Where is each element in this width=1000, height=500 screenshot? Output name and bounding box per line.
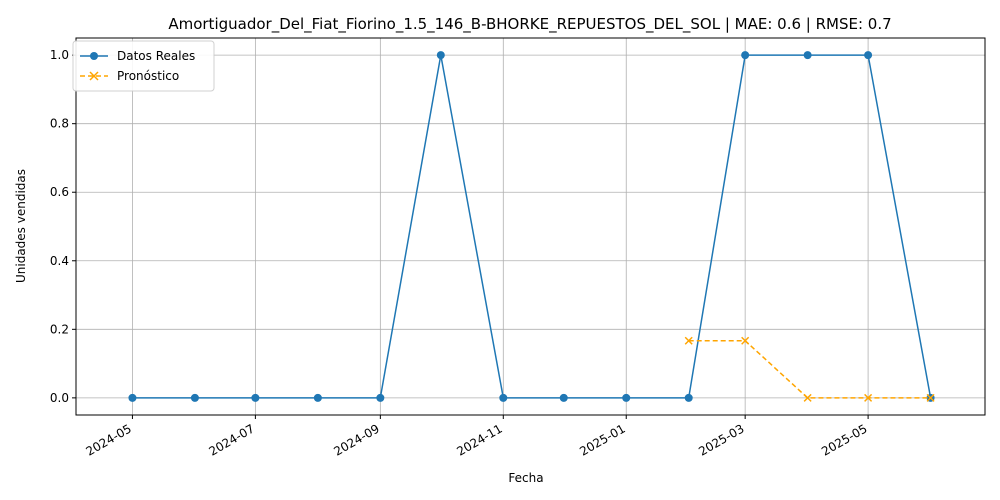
legend-label-pronostico: Pronóstico: [117, 69, 179, 83]
legend-marker-datos-reales: [90, 52, 98, 60]
data-point: [128, 393, 137, 402]
data-point: [313, 393, 322, 402]
legend-label-datos-reales: Datos Reales: [117, 49, 195, 63]
x-axis-label: Fecha: [508, 471, 543, 485]
data-point: [684, 393, 693, 402]
forecast-point: [864, 393, 873, 402]
x-tick-label: 2024-05: [84, 421, 134, 458]
series-line-0: [132, 54, 932, 399]
y-tick-label: 1.0: [50, 48, 69, 62]
grid: [76, 38, 985, 415]
y-tick-label: 0.6: [50, 185, 69, 199]
x-tick-label: 2024-07: [206, 421, 256, 458]
y-tick-label: 0.0: [50, 391, 69, 405]
x-tick-label: 2024-11: [454, 421, 504, 458]
x-axis: 2024-05 2024-07 2024-09 2024-11 2025-01 2025-…: [84, 415, 870, 459]
x-tick-label: 2025-01: [577, 421, 627, 458]
legend-marker-pronostico: [89, 71, 99, 81]
series-layer: [128, 51, 935, 402]
data-point: [499, 393, 508, 402]
y-tick-label: 0.4: [50, 254, 69, 268]
data-point: [436, 51, 445, 60]
data-point: [864, 51, 873, 60]
x-tick-label: 2025-05: [819, 421, 869, 458]
chart-title: Amortiguador_Del_Fiat_Fiorino_1.5_146_B-…: [168, 15, 891, 34]
forecast-point: [926, 393, 935, 402]
forecast-point: [684, 336, 693, 345]
data-point: [251, 393, 260, 402]
legend: Datos Reales Pronóstico: [72, 40, 215, 92]
data-point: [376, 393, 385, 402]
data-point: [559, 393, 568, 402]
x-tick-label: 2024-09: [331, 421, 381, 458]
y-tick-label: 0.2: [50, 322, 69, 336]
forecast-point: [741, 336, 750, 345]
plot-frame: [75, 37, 986, 416]
data-point: [190, 393, 199, 402]
data-point: [622, 393, 631, 402]
forecast-point: [803, 393, 812, 402]
y-axis: 0.0 0.2 0.4 0.6 0.8 1.0: [50, 48, 76, 405]
plot-background: [76, 38, 985, 415]
x-tick-label: 2025-03: [696, 421, 746, 458]
data-point: [803, 51, 812, 60]
y-axis-label: Unidades vendidas: [14, 169, 28, 283]
data-point: [741, 51, 750, 60]
legend-box: [72, 40, 215, 92]
y-tick-label: 0.8: [50, 117, 69, 131]
